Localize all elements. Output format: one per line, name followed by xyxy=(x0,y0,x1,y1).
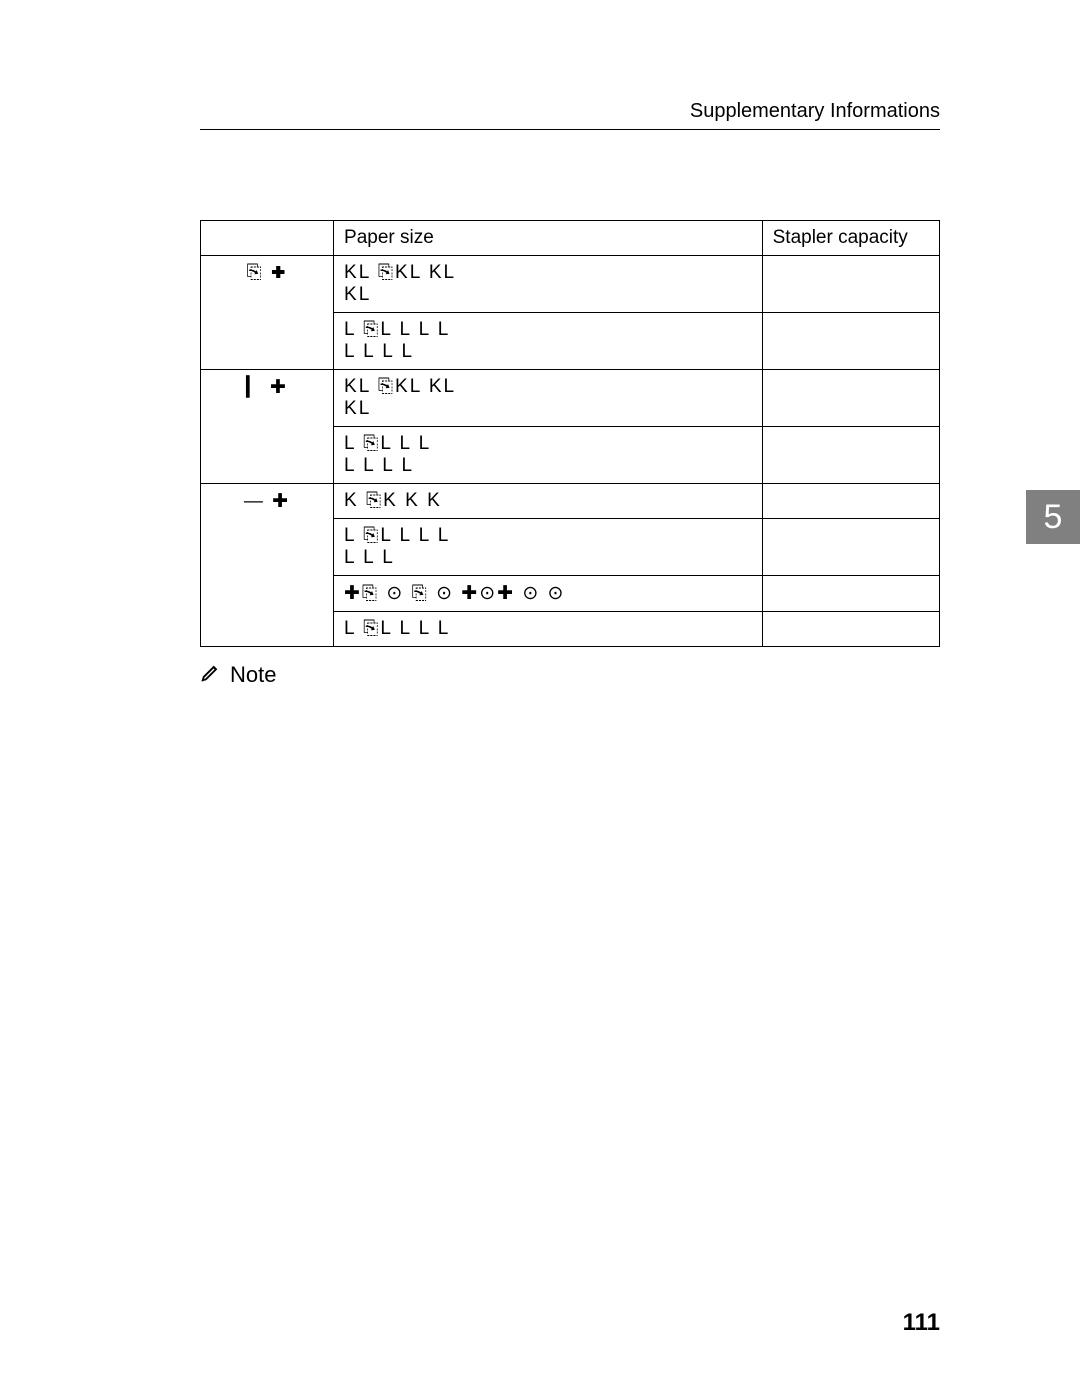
cell-text: L ⎘L L L LL L L L xyxy=(344,319,450,362)
cell-position: ▎ ✚ xyxy=(201,370,334,484)
col-header-position xyxy=(201,221,334,256)
cell-text: L ⎘L L L L xyxy=(344,618,450,639)
page-number: 111 xyxy=(903,1309,940,1337)
table-header-row: Paper size Stapler capacity xyxy=(201,221,940,256)
table-row: — ✚ K ⎘K K K xyxy=(201,484,940,519)
table-row: ▎ ✚ KL ⎘KL KLKL xyxy=(201,370,940,427)
cell-text: ✚⎘ ⊙ ⎘ ⊙ ✚⊙✚ ⊙ ⊙ xyxy=(344,583,565,604)
cell-paper-size: KL ⎘KL KLKL xyxy=(334,370,763,427)
cell-paper-size: ✚⎘ ⊙ ⎘ ⊙ ✚⊙✚ ⊙ ⊙ xyxy=(334,576,763,612)
cell-paper-size: KL ⎘KL KLKL xyxy=(334,256,763,313)
col-header-paper-size: Paper size xyxy=(334,221,763,256)
header-rule xyxy=(200,129,940,130)
running-header: Supplementary Informations xyxy=(200,100,940,123)
cell-capacity xyxy=(762,313,939,370)
cell-position: — ✚ xyxy=(201,484,334,647)
cell-capacity xyxy=(762,427,939,484)
cell-capacity xyxy=(762,612,939,647)
cell-text: KL ⎘KL KLKL xyxy=(344,262,456,305)
cell-position: ⎘ ✚ xyxy=(201,256,334,370)
cell-paper-size: L ⎘L L L LL L L L xyxy=(334,313,763,370)
cell-capacity xyxy=(762,256,939,313)
cell-paper-size: K ⎘K K K xyxy=(334,484,763,519)
note-heading: Note xyxy=(200,661,940,689)
cell-capacity xyxy=(762,370,939,427)
cell-paper-size: L ⎘L L L L xyxy=(334,612,763,647)
cell-text: K ⎘K K K xyxy=(344,490,442,511)
table-row: ⎘ ✚ KL ⎘KL KLKL xyxy=(201,256,940,313)
chapter-tab: 5 xyxy=(1026,490,1080,544)
cell-paper-size: L ⎘L L LL L L L xyxy=(334,427,763,484)
cell-text: L ⎘L L LL L L L xyxy=(344,433,431,476)
page: Supplementary Informations Paper size St… xyxy=(0,0,1080,1397)
cell-capacity xyxy=(762,484,939,519)
note-label: Note xyxy=(230,662,276,688)
section-heading xyxy=(200,148,940,208)
col-header-stapler-capacity: Stapler capacity xyxy=(762,221,939,256)
cell-text: L ⎘L L L LL L L xyxy=(344,525,450,568)
note-body xyxy=(200,695,940,775)
pencil-icon xyxy=(200,661,222,689)
stapler-capacity-table: Paper size Stapler capacity ⎘ ✚ KL ⎘KL K… xyxy=(200,220,940,647)
cell-capacity xyxy=(762,576,939,612)
cell-paper-size: L ⎘L L L LL L L xyxy=(334,519,763,576)
cell-text: KL ⎘KL KLKL xyxy=(344,376,456,419)
cell-capacity xyxy=(762,519,939,576)
